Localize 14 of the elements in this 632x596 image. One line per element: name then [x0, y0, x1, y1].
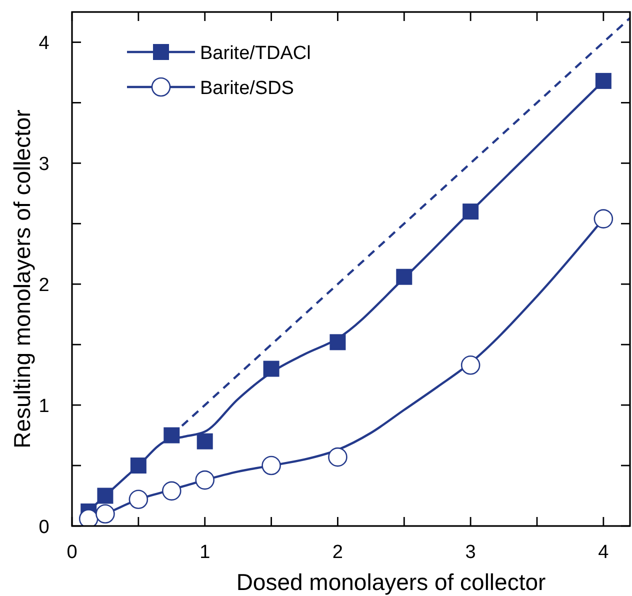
y-tick-label: 0: [38, 517, 50, 538]
y-tick-label: 2: [38, 275, 50, 296]
x-tick-label: 1: [200, 542, 210, 563]
x-tick-label: 3: [465, 542, 476, 563]
y-tick-label: 4: [38, 33, 50, 54]
x-tick-label: 0: [66, 542, 78, 563]
x-axis-title: Dosed monolayers of collector: [236, 569, 546, 595]
x-tick-label: 4: [598, 542, 610, 563]
x-tick-label: 2: [332, 542, 344, 563]
legend-label: Barite/TDACl: [200, 43, 311, 64]
y-axis-title: Resulting monolayers of collector: [9, 109, 35, 448]
y-tick-label: 3: [38, 154, 50, 176]
legend-label: Barite/SDS: [200, 78, 294, 99]
y-tick-label: 1: [38, 396, 50, 418]
